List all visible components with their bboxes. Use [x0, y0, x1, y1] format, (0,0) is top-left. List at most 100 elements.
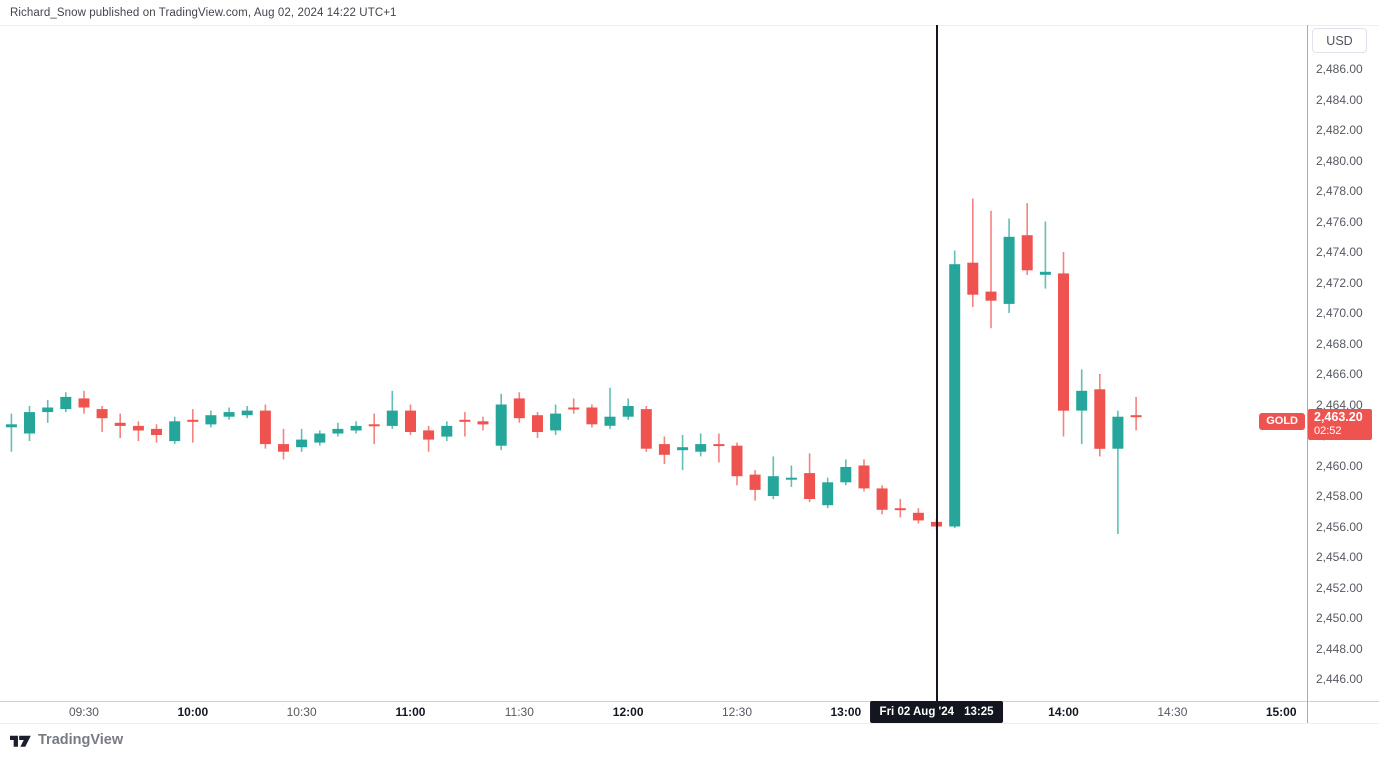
candle-10:15	[241, 406, 253, 419]
candle-09:40	[114, 413, 126, 438]
price-tick-label: 2,452.00	[1316, 580, 1363, 595]
price-tick-label: 2,476.00	[1316, 214, 1363, 229]
candle-13:20	[912, 508, 924, 524]
candle-12:25	[713, 433, 725, 463]
candle-13:05	[858, 459, 870, 492]
candle-12:40	[767, 456, 779, 500]
candle-13:35	[967, 198, 979, 307]
candle-10:50	[368, 413, 380, 445]
time-tick-label: 15:00	[1265, 705, 1297, 719]
candle-09:20	[42, 399, 54, 423]
last-price-value: 2,463.20	[1314, 410, 1363, 425]
candle-13:45	[1003, 218, 1015, 313]
marker-date-label: Fri 02 Aug '24	[879, 706, 955, 718]
tradingview-logo-icon	[10, 735, 31, 747]
candle-12:20	[695, 433, 707, 457]
candle-09:30	[78, 390, 90, 414]
symbol-label-badge: GOLD	[1259, 412, 1305, 430]
candle-09:10	[5, 413, 17, 452]
price-axis-separator	[1307, 25, 1308, 723]
candle-09:55	[169, 416, 181, 445]
price-tick-label: 2,486.00	[1316, 62, 1363, 76]
price-tick-label: 2,458.00	[1316, 489, 1363, 503]
candle-11:15	[459, 412, 471, 437]
candle-11:10	[441, 421, 453, 442]
vertical-time-marker-line[interactable]	[935, 25, 938, 701]
price-tick-label: 2,484.00	[1316, 92, 1363, 107]
candle-11:45	[568, 398, 580, 414]
price-tick-label: 2,482.00	[1316, 123, 1363, 137]
candle-14:10	[1094, 374, 1106, 457]
price-tick-label: 2,478.00	[1316, 184, 1363, 198]
candle-13:50	[1021, 203, 1033, 275]
candle-12:00	[622, 398, 634, 420]
candle-13:30	[949, 250, 961, 528]
candle-10:25	[278, 428, 289, 460]
candle-10:45	[350, 421, 362, 434]
candle-13:10	[876, 485, 888, 515]
price-tick-label: 2,468.00	[1316, 336, 1363, 351]
price-tick-label: 2,474.00	[1316, 245, 1363, 259]
time-axis-separator	[0, 701, 1379, 702]
time-marker-badge: Fri 02 Aug '24 13:25	[869, 701, 1004, 723]
candle-11:20	[477, 416, 489, 431]
candle-13:00	[840, 459, 852, 486]
candle-12:30	[731, 442, 743, 486]
candle-14:00	[1058, 252, 1069, 437]
price-tick-label: 2,470.00	[1316, 306, 1363, 320]
bottom-frame-line	[0, 723, 1379, 724]
candle-12:15	[677, 435, 689, 471]
price-tick-label: 2,450.00	[1316, 611, 1363, 625]
candle-11:40	[550, 404, 562, 435]
candle-12:45	[785, 465, 797, 487]
candle-13:55	[1039, 221, 1051, 289]
attribution-text: Richard_Snow published on TradingView.co…	[10, 7, 397, 19]
time-tick-label: 09:30	[68, 705, 99, 719]
price-tick-label: 2,472.00	[1316, 275, 1363, 290]
candle-10:30	[296, 428, 308, 452]
candle-09:25	[60, 392, 72, 413]
time-tick-label: 11:00	[395, 705, 426, 719]
tradingview-logo-text: TradingView	[38, 732, 124, 748]
candle-11:05	[423, 425, 435, 452]
candle-13:15	[894, 499, 906, 518]
time-axis[interactable]: 09:30 10:00 10:30 11:00 11:30 12:00 12:30 13:00…	[0, 702, 1379, 723]
candle-10:55	[386, 390, 398, 429]
candle-10:05	[205, 410, 217, 428]
price-tick-label: 2,460.00	[1316, 458, 1363, 473]
time-tick-label: 10:30	[286, 705, 317, 719]
candlestick-series	[5, 198, 1142, 535]
candle-12:05	[640, 406, 652, 452]
price-tick-label: 2,466.00	[1316, 367, 1363, 381]
price-tick-label: 2,464.00	[1316, 397, 1363, 412]
candle-14:05	[1076, 369, 1088, 445]
candle-11:00	[405, 404, 416, 435]
tradingview-footer-link[interactable]: TradingView	[10, 732, 123, 748]
bar-countdown: 02:52	[1314, 425, 1342, 438]
price-tick-label: 2,448.00	[1316, 641, 1363, 656]
candle-12:35	[749, 470, 761, 501]
marker-time-label: 13:25	[964, 706, 994, 718]
price-tick-label: 2,456.00	[1316, 519, 1363, 534]
price-axis[interactable]: 2,486.00 2,484.00 2,482.00 2,480.00 2,478.00…	[1308, 25, 1379, 701]
currency-button[interactable]: USD	[1312, 28, 1367, 53]
candle-10:35	[314, 430, 326, 446]
candle-10:40	[332, 422, 344, 437]
candle-14:15	[1112, 410, 1124, 535]
chart-plot-area[interactable]	[0, 25, 1307, 701]
candle-12:10	[658, 436, 670, 464]
candle-12:50	[804, 453, 816, 503]
candle-10:20	[259, 404, 271, 449]
last-price-badge: 2,463.20 02:52	[1308, 409, 1372, 441]
candle-12:55	[822, 477, 834, 509]
candle-09:35	[96, 406, 108, 432]
candle-09:15	[24, 406, 35, 442]
candle-11:30	[513, 392, 525, 423]
candle-11:55	[604, 387, 616, 429]
candle-10:10	[223, 407, 235, 420]
top-frame-line	[0, 25, 1379, 26]
candle-11:25	[495, 393, 507, 451]
time-tick-label: 10:00	[177, 705, 209, 719]
price-tick-label: 2,454.00	[1316, 550, 1363, 564]
